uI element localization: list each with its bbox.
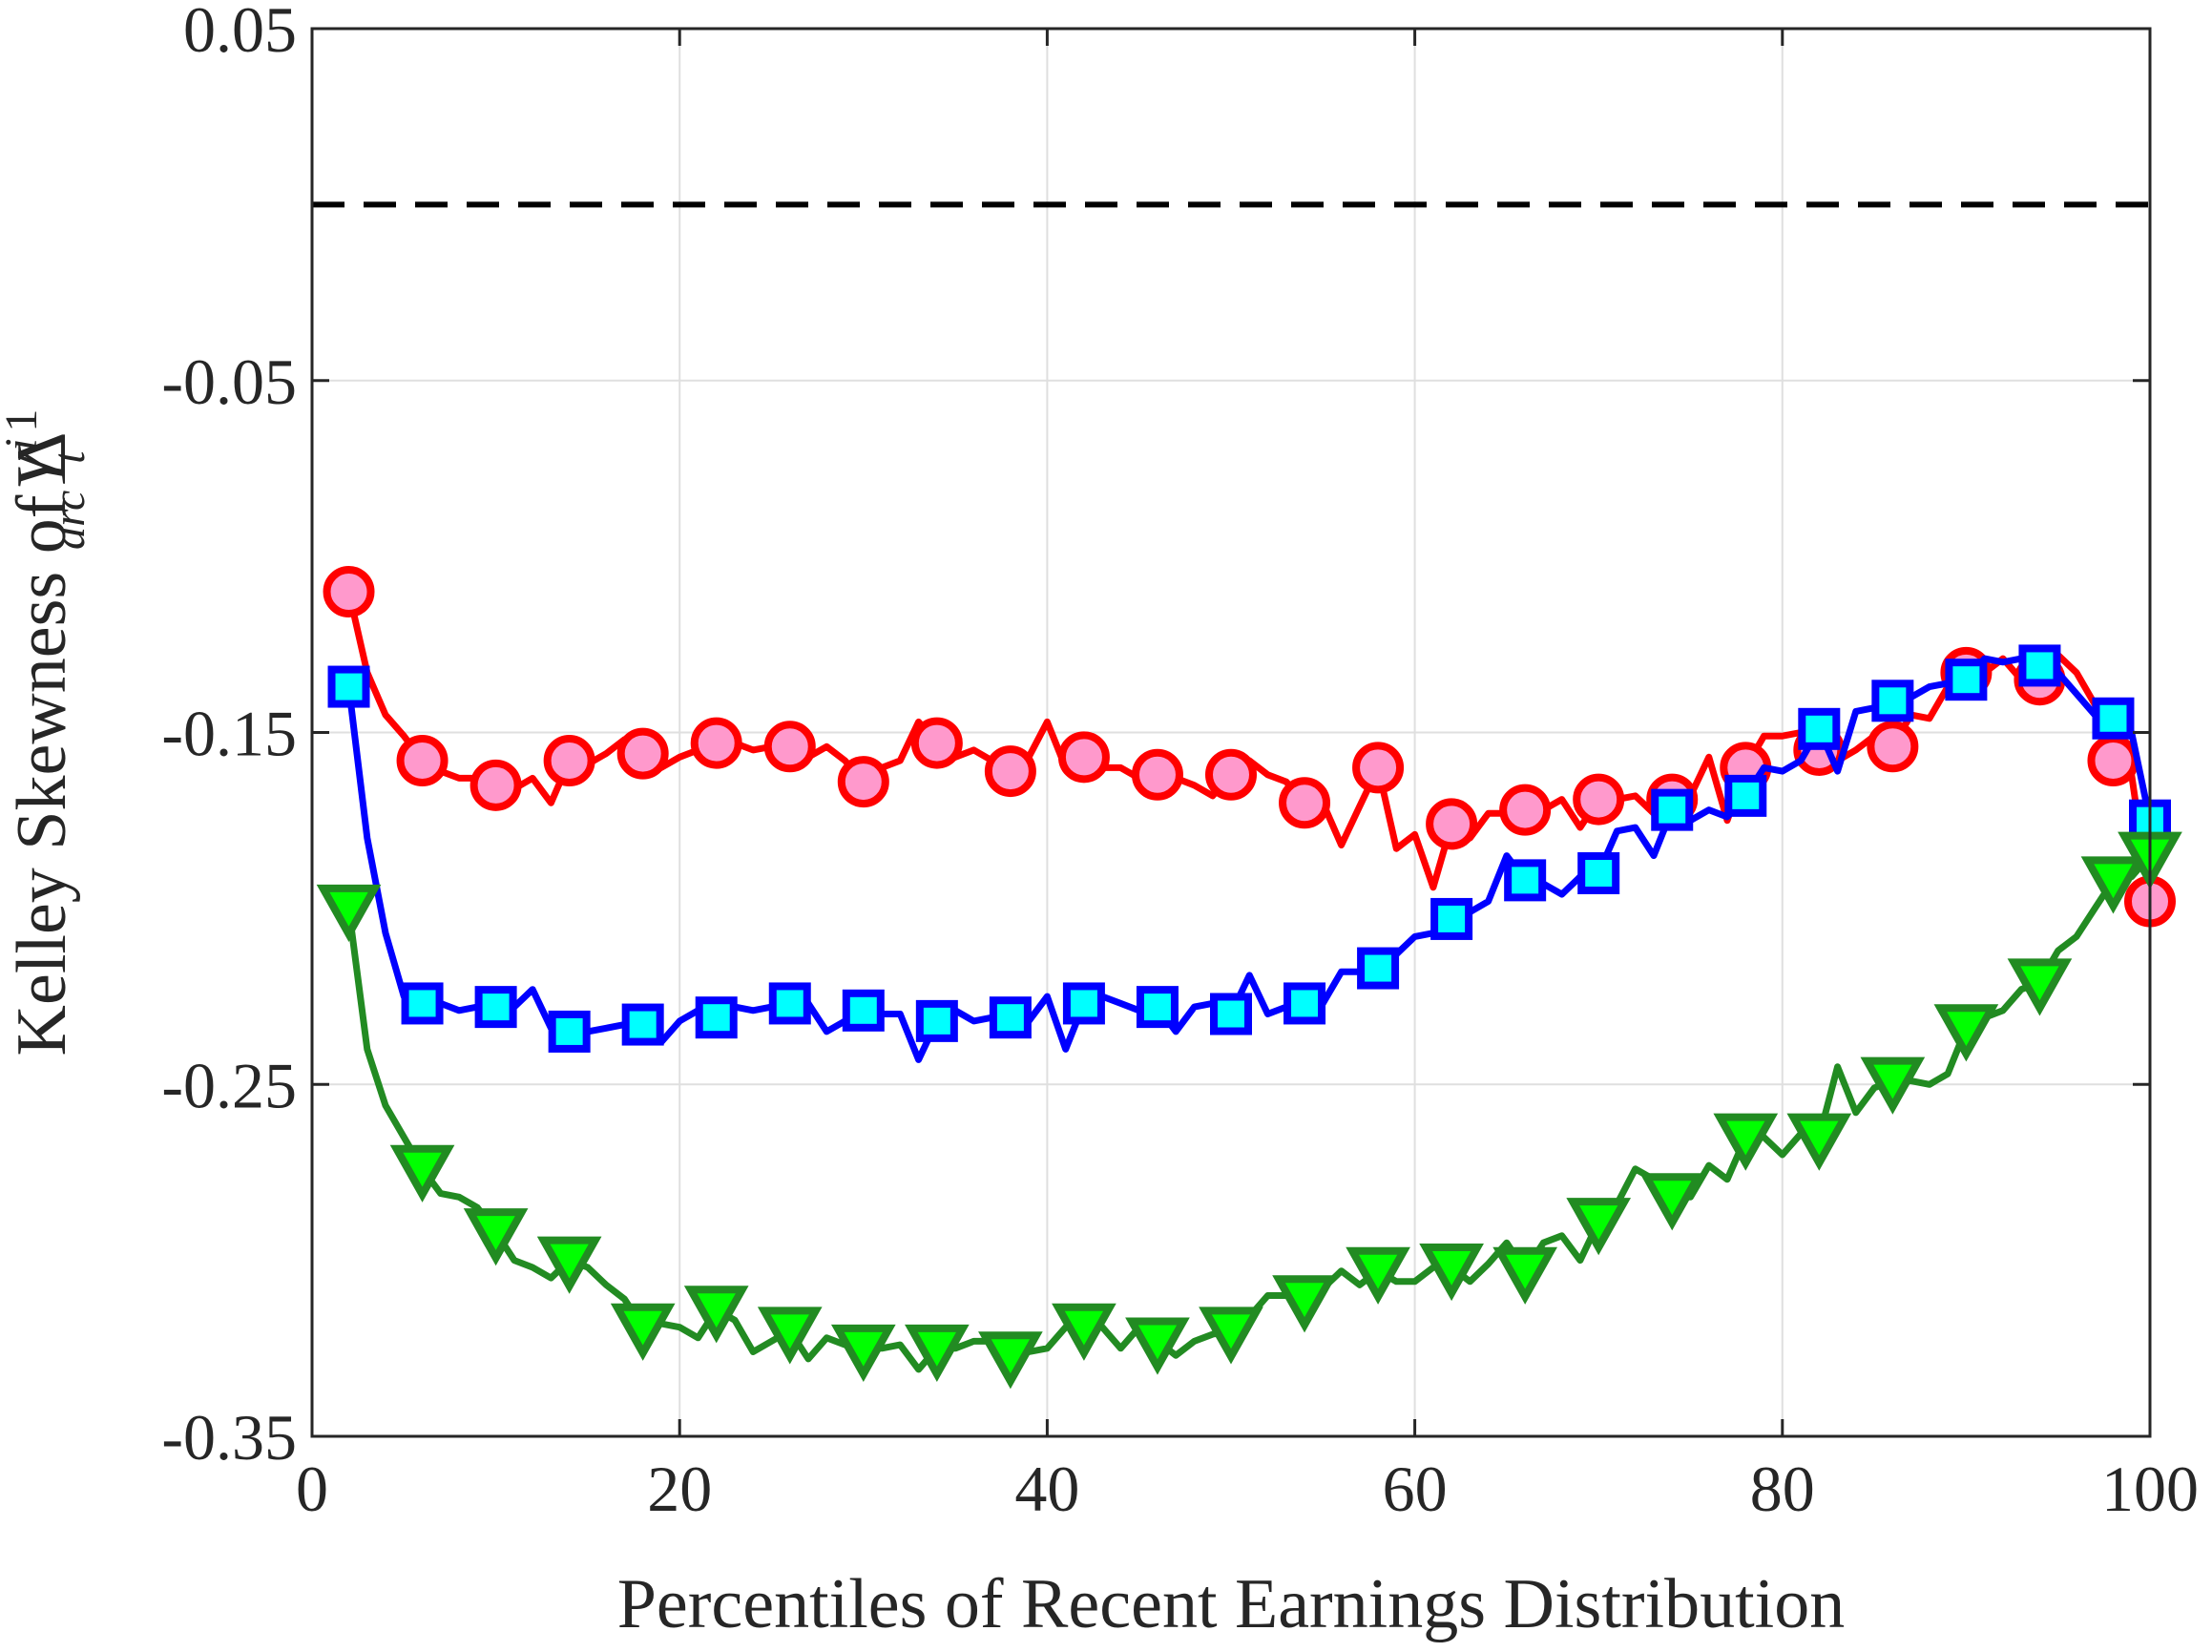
data-point-triangle (1125, 1317, 1190, 1375)
y-tick-label: -0.05 (161, 345, 297, 418)
axis-ticks: 0 20 40 60 80 100 -0.35 -0.25 -0.15 -0.05 0.05 (161, 0, 2199, 1525)
data-point-triangle (463, 1208, 529, 1266)
data-point-circle (1279, 777, 1331, 829)
data-point-triangle (316, 884, 382, 943)
data-point-square (768, 982, 811, 1025)
data-point-triangle (757, 1307, 823, 1365)
data-point-circle (2087, 735, 2139, 786)
data-point-square (842, 989, 885, 1032)
x-tick-label: 80 (1750, 1453, 1815, 1525)
y-axis-title-prefix: Kelley Skewness of (3, 477, 81, 1056)
y-tick-label: 0.05 (183, 0, 297, 66)
series-line (345, 853, 2153, 1373)
y-axis-title-delta: Δ (3, 432, 81, 478)
data-point-circle (1205, 748, 1257, 801)
x-tick-label: 40 (1014, 1453, 1079, 1525)
data-point-square (1430, 897, 1473, 940)
data-point-circle (616, 727, 669, 780)
y-axis-title-variable: Y (3, 445, 81, 491)
data-point-square (915, 999, 958, 1042)
data-point-circle (543, 735, 595, 786)
data-point-square (1357, 947, 1400, 990)
x-tick-label: 60 (1383, 1453, 1448, 1525)
x-axis-title: Percentiles of Recent Earnings Distribut… (617, 1565, 1845, 1643)
data-point-triangle (610, 1303, 676, 1361)
y-axis-title-var-sup: i (0, 438, 47, 450)
data-point-triangle (1566, 1198, 1632, 1256)
data-point-square (1651, 788, 1694, 831)
data-point-triangle (1786, 1113, 1852, 1171)
data-point-square (474, 986, 517, 1029)
data-point-circle (1573, 773, 1625, 826)
data-point-triangle (1492, 1246, 1557, 1305)
series-triangle-down (316, 831, 2182, 1390)
data-point-circle (396, 735, 449, 786)
data-point-triangle (1419, 1244, 1484, 1302)
data-point-triangle (1052, 1303, 1116, 1361)
y-axis-title-delta-sub: arc (44, 491, 94, 550)
data-point-circle (1131, 748, 1183, 801)
data-point-circle (690, 717, 742, 769)
data-point-square (1577, 852, 1620, 894)
x-tick-label: 0 (296, 1453, 328, 1525)
data-point-triangle (978, 1331, 1043, 1390)
y-tick-label: -0.15 (161, 698, 297, 770)
data-point-triangle (1933, 1004, 1999, 1062)
data-point-square (989, 996, 1032, 1039)
data-point-circle (763, 721, 816, 773)
data-point-circle (1057, 731, 1110, 784)
plot-series (316, 566, 2182, 1390)
data-point-circle (470, 759, 522, 811)
data-point-square (1798, 707, 1841, 750)
data-point-triangle (2080, 856, 2146, 914)
data-point-triangle (389, 1144, 455, 1202)
data-point-square (1724, 774, 1767, 817)
y-tick-label: -0.25 (161, 1049, 297, 1121)
data-point-circle (1426, 798, 1478, 850)
series-square (327, 644, 2171, 1063)
data-point-triangle (830, 1324, 896, 1382)
data-point-triangle (683, 1286, 749, 1344)
data-point-triangle (1713, 1113, 1779, 1171)
data-point-square (2092, 697, 2135, 740)
data-point-circle (1352, 742, 1405, 794)
data-point-circle (837, 756, 889, 808)
data-point-triangle (1272, 1275, 1337, 1333)
y-axis-title-delta-sup: 1 (0, 409, 47, 432)
data-point-square (401, 982, 444, 1025)
data-point-circle (910, 717, 963, 769)
data-point-triangle (905, 1324, 970, 1382)
x-tick-label: 20 (647, 1453, 712, 1525)
y-axis-title: Kelley Skewness of Δ1 arcYit (0, 409, 94, 1056)
y-axis-title-var-sub: t (44, 450, 94, 464)
data-point-circle (1499, 784, 1552, 836)
data-point-square (1283, 982, 1326, 1025)
data-point-square (1062, 982, 1105, 1025)
data-point-triangle (1639, 1173, 1705, 1231)
series-circle (323, 566, 2176, 928)
data-point-triangle (536, 1236, 602, 1294)
data-point-square (695, 996, 738, 1039)
data-point-square (327, 665, 370, 708)
data-point-triangle (1860, 1056, 1926, 1115)
data-point-circle (984, 745, 1036, 798)
data-point-square (621, 1003, 664, 1046)
data-point-triangle (1199, 1307, 1263, 1365)
y-tick-label: -0.35 (161, 1401, 297, 1474)
data-point-square (2018, 644, 2061, 687)
grid-lines (312, 29, 2150, 1436)
data-point-square (1210, 993, 1252, 1035)
data-point-square (1871, 680, 1914, 722)
data-point-circle (1867, 721, 1919, 773)
data-point-square (1945, 659, 1988, 701)
data-point-triangle (1346, 1246, 1410, 1305)
data-point-triangle (2007, 958, 2073, 1016)
data-point-square (548, 1010, 591, 1053)
data-point-square (1136, 986, 1179, 1029)
data-point-circle (323, 566, 375, 617)
x-tick-label: 100 (2101, 1453, 2199, 1525)
data-point-square (1504, 859, 1547, 902)
